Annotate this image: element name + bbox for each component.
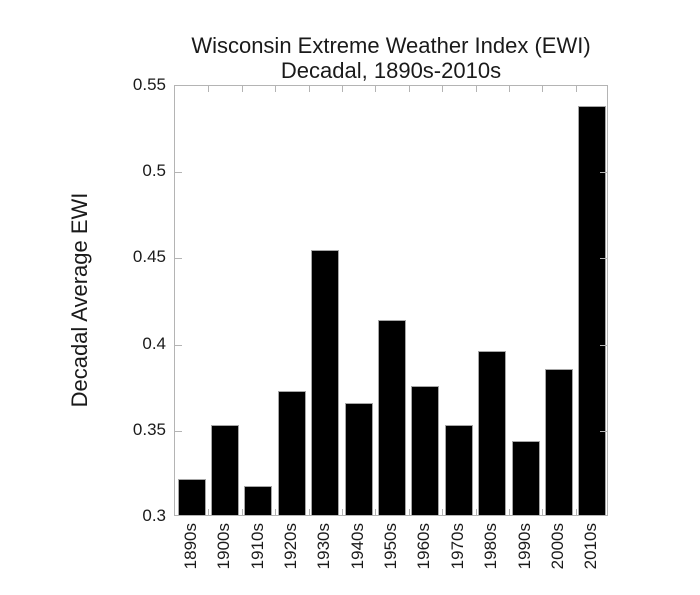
x-axis-tick	[208, 86, 210, 92]
x-axis-tick	[408, 86, 410, 92]
x-axis-tick	[542, 86, 544, 92]
bar-1940s	[344, 402, 373, 515]
x-axis-tick	[575, 509, 577, 515]
y-axis-tick	[600, 344, 607, 346]
x-axis-tick	[308, 509, 310, 515]
y-tick-label: 0.5	[142, 161, 166, 181]
x-tick-label: 1930s	[314, 523, 334, 570]
chart-title-line2: Decadal, 1890s-2010s	[280, 58, 502, 83]
x-axis-tick	[408, 509, 410, 515]
y-tick-label: 0.45	[132, 247, 166, 267]
x-axis-tick	[442, 509, 444, 515]
plot-area	[174, 85, 608, 516]
y-axis-tick	[175, 258, 182, 260]
bar-2000s	[544, 368, 573, 515]
x-axis-tick	[542, 509, 544, 515]
x-tick-label: 1920s	[280, 523, 300, 570]
y-tick-label: 0.55	[132, 75, 166, 94]
y-axis-label: Decadal Average EWI	[67, 192, 92, 408]
y-axis-tick	[600, 172, 607, 174]
y-axis-tick	[600, 258, 607, 260]
x-axis-tick	[275, 509, 277, 515]
bar-1960s	[411, 385, 440, 515]
bar-1910s	[244, 485, 273, 515]
x-tick-label: 2000s	[547, 523, 567, 570]
bar-1990s	[511, 440, 540, 515]
bar-1930s	[311, 249, 340, 515]
x-axis-tick	[241, 86, 243, 92]
x-axis-tick	[375, 86, 377, 92]
x-tick-label: 2010s	[581, 523, 601, 570]
x-tick-label: 1990s	[514, 523, 534, 570]
x-axis-tick	[208, 509, 210, 515]
x-tick-label: 1950s	[381, 523, 400, 570]
x-axis-tick	[308, 86, 310, 92]
x-axis-tick	[508, 86, 510, 92]
x-tick-label: 1900s	[214, 523, 234, 570]
y-axis-tick	[175, 430, 182, 432]
chart-title-line1: Wisconsin Extreme Weather Index (EWI)	[191, 33, 591, 58]
x-axis-tick	[475, 86, 477, 92]
x-axis-tick	[341, 86, 343, 92]
bar-1890s	[177, 478, 206, 515]
x-tick-label: 1910s	[247, 523, 267, 570]
x-axis-tick	[442, 86, 444, 92]
y-tick-label: 0.4	[142, 333, 166, 353]
y-axis-tick	[175, 344, 182, 346]
y-tick-label: 0.3	[142, 506, 166, 525]
x-tick-label: 1970s	[447, 523, 467, 570]
x-axis-tick	[475, 509, 477, 515]
bar-1920s	[277, 390, 306, 515]
y-axis-tick	[175, 172, 182, 174]
x-axis-tick	[575, 86, 577, 92]
bar-1900s	[211, 425, 240, 515]
chart-title: Wisconsin Extreme Weather Index (EWI) De…	[174, 33, 608, 83]
y-tick-label: 0.35	[132, 419, 166, 439]
x-axis-tick	[275, 86, 277, 92]
x-axis-tick	[341, 509, 343, 515]
x-axis-tick	[241, 509, 243, 515]
bar-1970s	[444, 425, 473, 515]
x-axis-tick	[375, 509, 377, 515]
x-tick-label: 1960s	[414, 523, 434, 570]
y-axis-tick	[600, 430, 607, 432]
x-tick-label: 1980s	[481, 523, 501, 570]
bar-1980s	[478, 351, 507, 515]
x-tick-label: 1940s	[347, 523, 367, 570]
x-axis-tick	[508, 509, 510, 515]
x-tick-label: 1890s	[180, 523, 200, 570]
bar-1950s	[378, 320, 406, 515]
bar-2010s	[578, 106, 607, 515]
